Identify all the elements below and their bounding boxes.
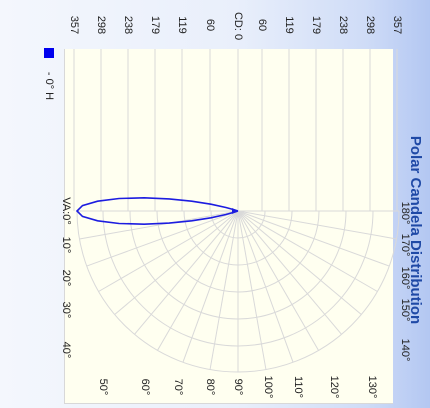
- legend-swatch: [44, 48, 54, 58]
- cd-tick-label: 179: [149, 16, 161, 34]
- angle-tick-label: 110°: [292, 376, 304, 398]
- angle-tick-label: 170°: [399, 234, 411, 257]
- angle-tick-label: 20°: [60, 270, 72, 287]
- cd-tick-label: 60: [256, 19, 268, 31]
- angle-tick-label: 90°: [232, 379, 244, 396]
- legend-label: - 0° H: [43, 72, 55, 100]
- angle-tick-label: 150°: [399, 299, 411, 322]
- grid-spoke: [237, 210, 362, 315]
- grid-spoke: [237, 210, 267, 370]
- cd-tick-label: 357: [391, 16, 403, 34]
- angle-tick-label: 100°: [262, 376, 274, 399]
- grid-spoke: [98, 210, 239, 292]
- grid-spoke: [237, 210, 342, 335]
- angle-tick-label: 80°: [204, 379, 216, 396]
- cd-tick-label: 119: [176, 16, 188, 34]
- grid-spoke: [237, 210, 397, 240]
- grid-spoke: [86, 210, 239, 267]
- angle-tick-label: 120°: [328, 376, 340, 399]
- angle-tick-label: 180°: [399, 202, 411, 225]
- chart-title: Polar Candela Distribution: [407, 136, 424, 324]
- grid-spoke: [134, 210, 239, 335]
- angle-tick-label: 130°: [366, 376, 378, 399]
- cd-tick-label: 357: [68, 16, 80, 34]
- angle-tick-label: 160°: [399, 267, 411, 290]
- cd-tick-label: 298: [95, 16, 107, 34]
- grid-spoke: [237, 210, 378, 292]
- grid-spoke: [237, 210, 319, 351]
- series-line-0h: [75, 196, 239, 226]
- grid-spoke: [182, 210, 239, 363]
- cd-tick-label: 238: [337, 16, 349, 34]
- angle-tick-label: 40°: [60, 342, 72, 359]
- cd-tick-label: 298: [364, 16, 376, 34]
- cd-tick-label: CD: 0: [232, 12, 244, 40]
- grid-spoke: [157, 210, 239, 351]
- angle-tick-label: 70°: [172, 379, 184, 396]
- angle-tick-label: 140°: [399, 339, 411, 362]
- cd-tick-label: 60: [204, 19, 216, 31]
- series-arrow-marker: [232, 208, 238, 214]
- angle-tick-label: 50°: [97, 379, 109, 396]
- cd-tick-label: 238: [122, 16, 134, 34]
- angle-tick-label: 60°: [139, 379, 151, 396]
- grid-spoke: [114, 210, 239, 315]
- grid-spoke: [237, 210, 294, 363]
- angle-tick-label: 30°: [60, 302, 72, 319]
- grid-spoke: [79, 210, 239, 240]
- cd-tick-label: 179: [310, 16, 322, 34]
- grid-spoke: [237, 210, 390, 267]
- angle-tick-label: 10°: [60, 237, 72, 254]
- cd-tick-label: 119: [283, 16, 295, 34]
- angle-tick-label: VA:0°: [60, 197, 72, 224]
- grid-spoke: [209, 210, 239, 370]
